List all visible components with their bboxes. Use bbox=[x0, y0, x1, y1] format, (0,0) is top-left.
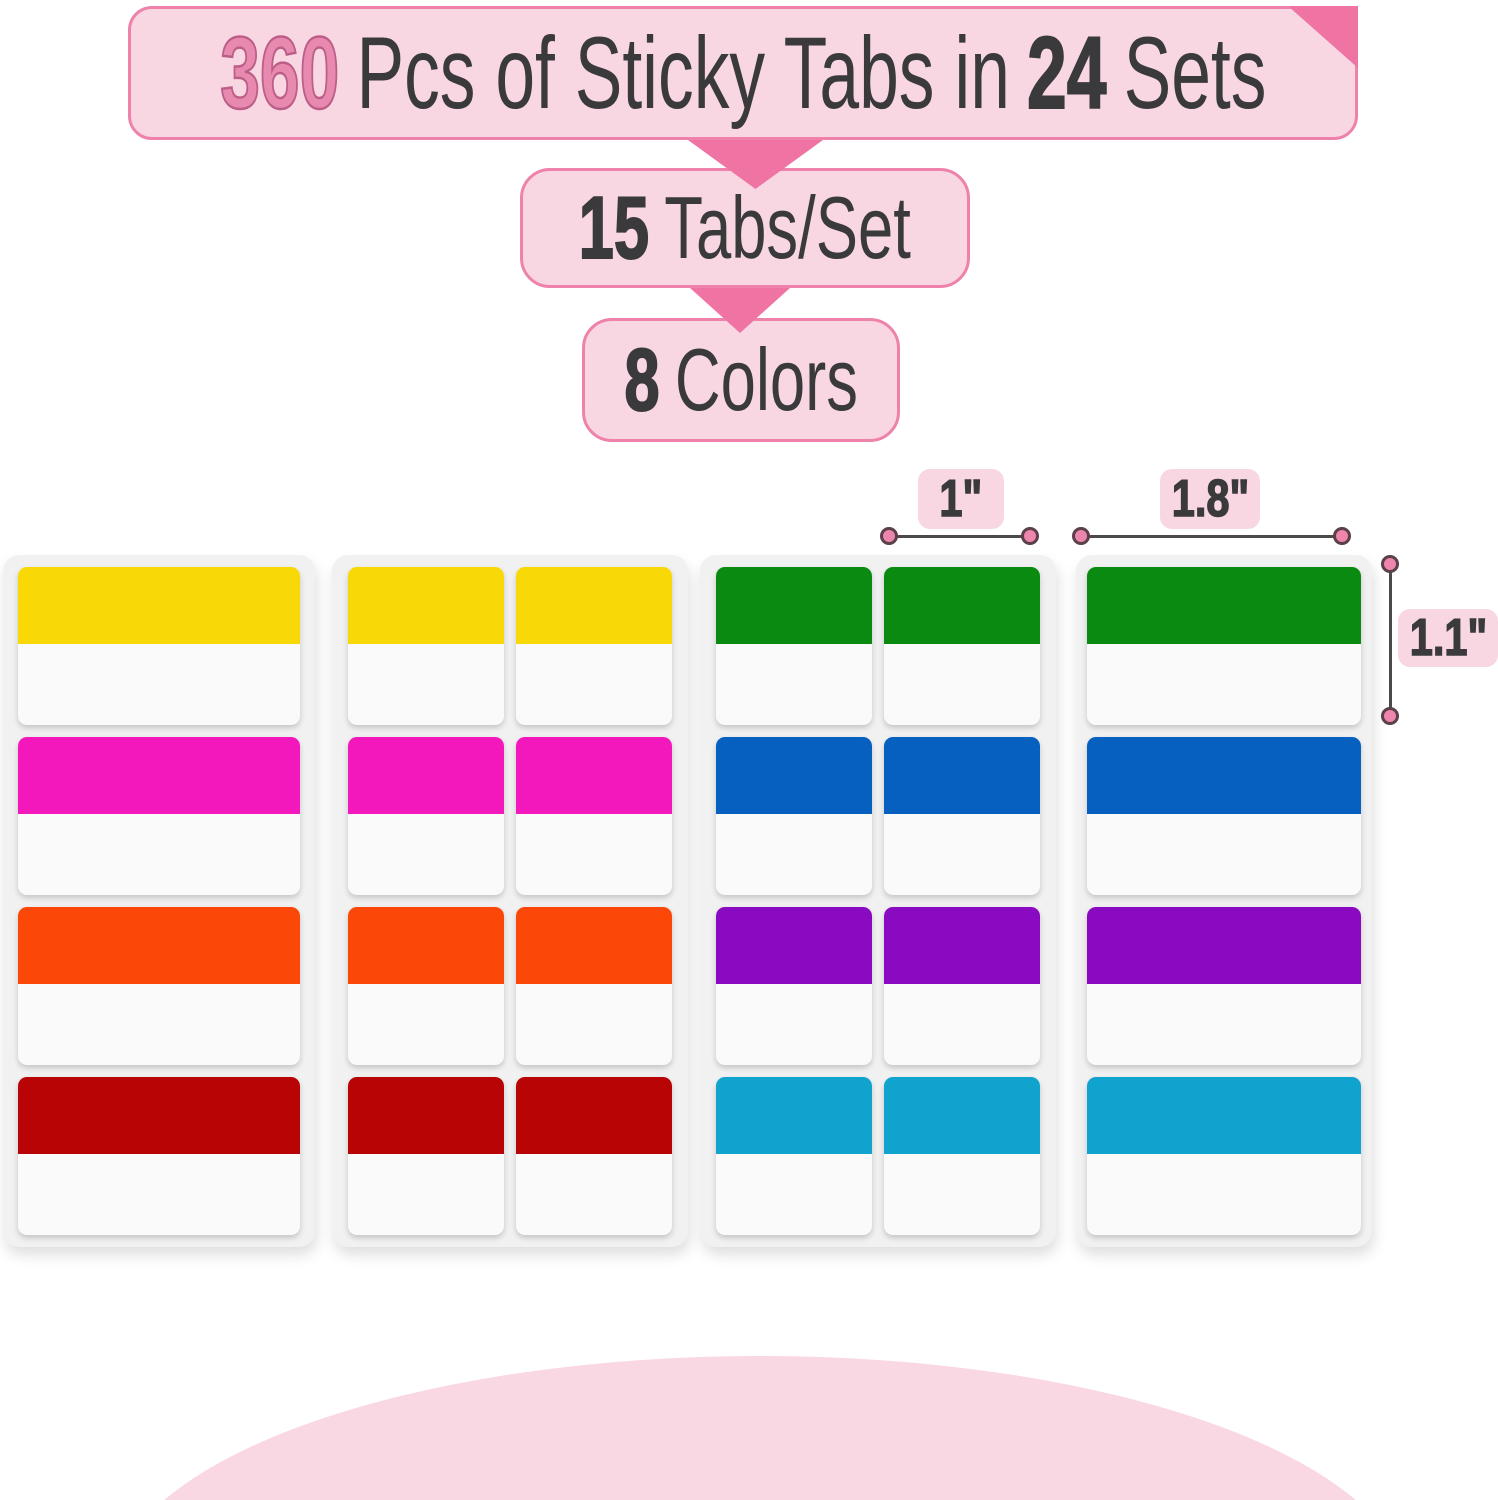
pieces-count: 360 bbox=[219, 16, 340, 130]
sticky-tab-dark-red bbox=[18, 1077, 300, 1235]
tab-sheet-small-warm bbox=[332, 555, 688, 1247]
dimension-endpoint-dot bbox=[1381, 555, 1399, 573]
tab-color-strip bbox=[18, 737, 300, 815]
sticky-tab-magenta bbox=[18, 737, 300, 895]
sticky-tab-orange bbox=[516, 907, 672, 1065]
colors-count-text: 8 Colors bbox=[624, 335, 858, 425]
sticky-tab-dark-red bbox=[516, 1077, 672, 1235]
sticky-tab-yellow bbox=[18, 567, 300, 725]
sticky-tab-cyan bbox=[884, 1077, 1040, 1235]
dimension-line-large-width bbox=[1081, 535, 1342, 538]
tab-sheet-wide-warm bbox=[3, 555, 315, 1247]
tab-color-strip bbox=[884, 1077, 1040, 1155]
dimension-value: 1.1" bbox=[1409, 608, 1488, 668]
tabs-per-set-callout: 15 Tabs/Set bbox=[520, 168, 970, 288]
sticky-tab-purple bbox=[716, 907, 872, 1065]
dimension-endpoint-dot bbox=[1333, 527, 1351, 545]
sticky-tab-blue bbox=[884, 737, 1040, 895]
dimension-label-large-width: 1.8" bbox=[1160, 469, 1260, 529]
decorative-ellipse bbox=[110, 1356, 1410, 1500]
tab-sheet-small-cool bbox=[700, 555, 1056, 1247]
sticky-tab-green bbox=[884, 567, 1040, 725]
sticky-tab-blue bbox=[1087, 737, 1361, 895]
tab-sheet-wide-cool bbox=[1076, 555, 1372, 1247]
dimension-line-tab-height bbox=[1389, 564, 1392, 716]
headline-middle-text: Pcs of Sticky Tabs in bbox=[356, 16, 1010, 130]
sticky-tab-purple bbox=[884, 907, 1040, 1065]
sticky-tab-blue bbox=[716, 737, 872, 895]
tab-color-strip bbox=[516, 1077, 672, 1155]
dimension-value: 1" bbox=[939, 469, 983, 529]
headline-text: 360 Pcs of Sticky Tabs in 24 Sets bbox=[219, 21, 1266, 126]
sticky-tab-purple bbox=[1087, 907, 1361, 1065]
tab-color-strip bbox=[884, 567, 1040, 645]
dimension-line-small-width bbox=[889, 535, 1030, 538]
sticky-tab-orange bbox=[348, 907, 504, 1065]
tab-color-strip bbox=[348, 907, 504, 985]
tab-color-strip bbox=[716, 1077, 872, 1155]
tab-color-strip bbox=[18, 907, 300, 985]
tab-color-strip bbox=[716, 737, 872, 815]
sets-word: Sets bbox=[1123, 16, 1267, 130]
colors-count-number: 8 bbox=[624, 330, 661, 429]
tab-color-strip bbox=[516, 737, 672, 815]
sticky-tab-magenta bbox=[348, 737, 504, 895]
tab-color-strip bbox=[1087, 1077, 1361, 1155]
sticky-tab-dark-red bbox=[348, 1077, 504, 1235]
dimension-value: 1.8" bbox=[1171, 469, 1250, 529]
sticky-tab-cyan bbox=[716, 1077, 872, 1235]
tab-color-strip bbox=[348, 1077, 504, 1155]
tab-color-strip bbox=[884, 737, 1040, 815]
tab-color-strip bbox=[516, 907, 672, 985]
banner-fold-corner bbox=[1288, 6, 1358, 68]
sticky-tab-yellow bbox=[516, 567, 672, 725]
sticky-tab-yellow bbox=[348, 567, 504, 725]
tab-color-strip bbox=[1087, 907, 1361, 985]
sets-count: 24 bbox=[1026, 16, 1107, 130]
dimension-label-tab-height: 1.1" bbox=[1398, 608, 1498, 668]
dimension-endpoint-dot bbox=[880, 527, 898, 545]
headline-banner: 360 Pcs of Sticky Tabs in 24 Sets bbox=[128, 6, 1358, 140]
sticky-tab-green bbox=[1087, 567, 1361, 725]
tab-color-strip bbox=[348, 567, 504, 645]
sticky-tab-green bbox=[716, 567, 872, 725]
dimension-endpoint-dot bbox=[1381, 707, 1399, 725]
tab-color-strip bbox=[1087, 567, 1361, 645]
dimension-label-small-width: 1" bbox=[918, 469, 1004, 529]
dimension-endpoint-dot bbox=[1072, 527, 1090, 545]
dimension-endpoint-dot bbox=[1021, 527, 1039, 545]
tab-color-strip bbox=[1087, 737, 1361, 815]
colors-count-label: Colors bbox=[674, 330, 858, 429]
tabs-per-set-label: Tabs/Set bbox=[664, 178, 912, 277]
tabs-per-set-number: 15 bbox=[578, 178, 650, 277]
tab-color-strip bbox=[348, 737, 504, 815]
tab-color-strip bbox=[716, 907, 872, 985]
tab-color-strip bbox=[516, 567, 672, 645]
sticky-tab-cyan bbox=[1087, 1077, 1361, 1235]
tab-color-strip bbox=[716, 567, 872, 645]
colors-count-callout: 8 Colors bbox=[582, 318, 900, 442]
sticky-tab-magenta bbox=[516, 737, 672, 895]
tab-color-strip bbox=[18, 1077, 300, 1155]
tabs-per-set-text: 15 Tabs/Set bbox=[578, 183, 911, 273]
tab-color-strip bbox=[884, 907, 1040, 985]
tab-color-strip bbox=[18, 567, 300, 645]
sticky-tab-orange bbox=[18, 907, 300, 1065]
